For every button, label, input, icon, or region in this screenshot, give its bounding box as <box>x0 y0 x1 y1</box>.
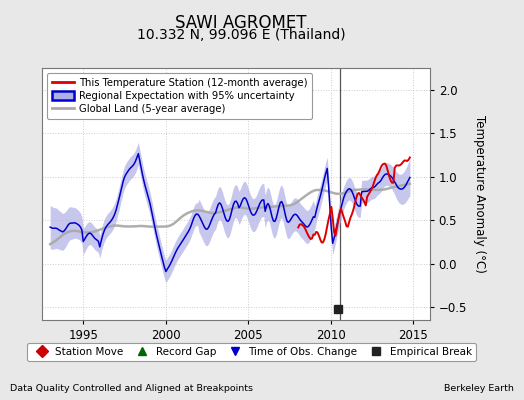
Text: SAWI AGROMET: SAWI AGROMET <box>176 14 307 32</box>
Text: Data Quality Controlled and Aligned at Breakpoints: Data Quality Controlled and Aligned at B… <box>10 384 254 393</box>
Legend: This Temperature Station (12-month average), Regional Expectation with 95% uncer: This Temperature Station (12-month avera… <box>47 73 312 119</box>
Text: 10.332 N, 99.096 E (Thailand): 10.332 N, 99.096 E (Thailand) <box>137 28 345 42</box>
Text: Berkeley Earth: Berkeley Earth <box>444 384 514 393</box>
Y-axis label: Temperature Anomaly (°C): Temperature Anomaly (°C) <box>473 115 486 273</box>
Legend: Station Move, Record Gap, Time of Obs. Change, Empirical Break: Station Move, Record Gap, Time of Obs. C… <box>27 343 476 361</box>
